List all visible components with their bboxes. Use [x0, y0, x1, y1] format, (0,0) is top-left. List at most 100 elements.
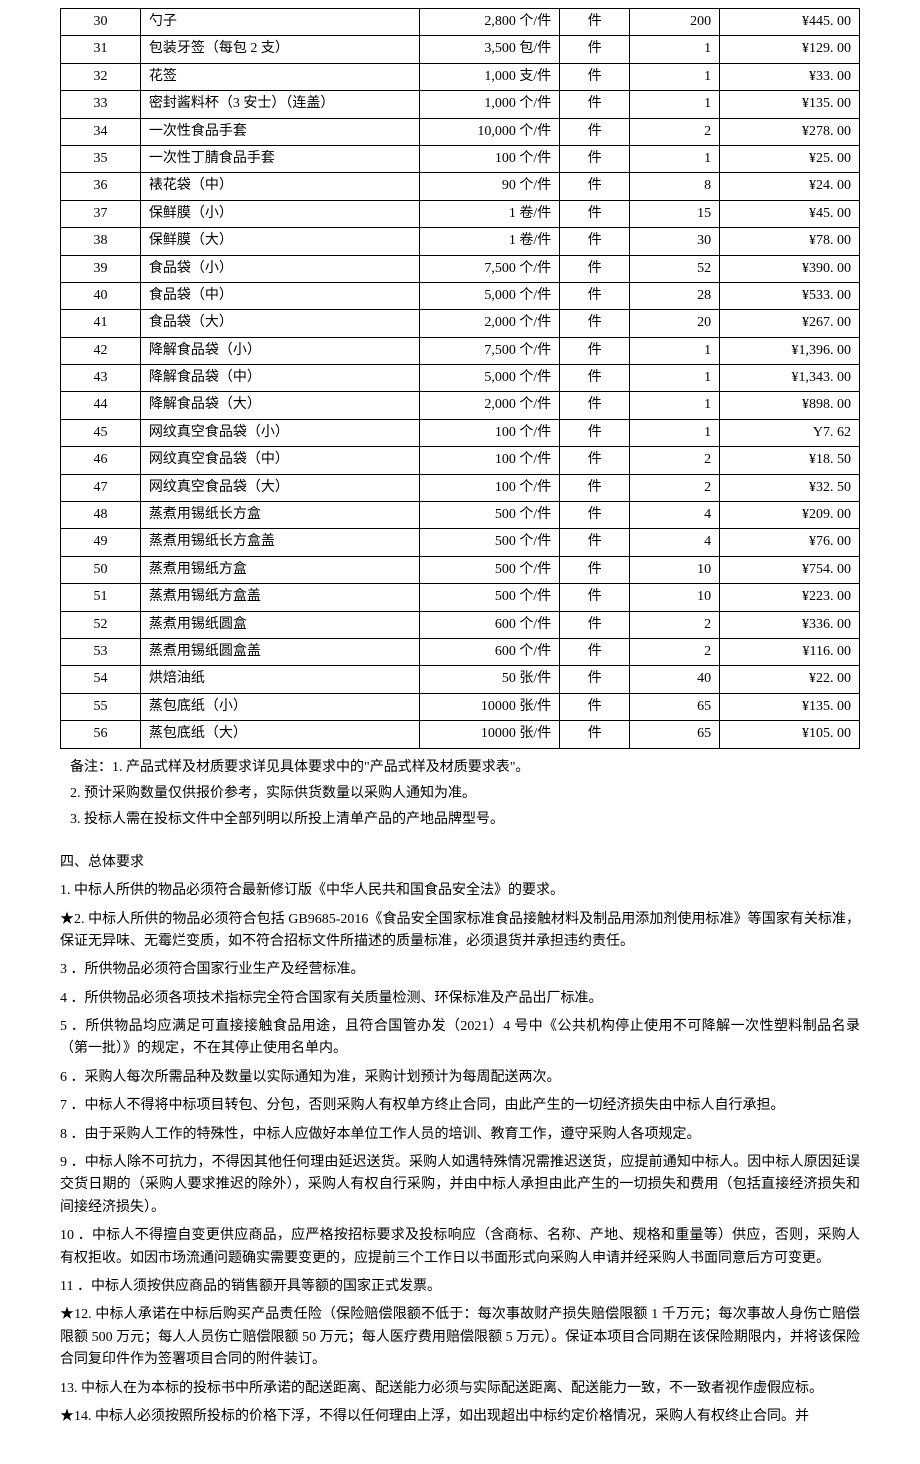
product-spec: 500 个/件	[420, 584, 560, 611]
product-price: ¥1,396. 00	[720, 337, 860, 364]
product-unit: 件	[560, 9, 630, 36]
product-qty: 4	[630, 529, 720, 556]
req-7: 7 ．中标人不得将中标项目转包、分包，否则采购人有权单方终止合同，由此产生的一切…	[60, 1095, 860, 1117]
product-qty: 15	[630, 200, 720, 227]
product-price: ¥18. 50	[720, 447, 860, 474]
product-unit: 件	[560, 118, 630, 145]
table-row: 30勺子2,800 个/件件200¥445. 00	[61, 9, 860, 36]
product-spec: 90 个/件	[420, 173, 560, 200]
product-table: 30勺子2,800 个/件件200¥445. 0031包装牙签（每包 2 支）3…	[60, 8, 860, 749]
product-unit: 件	[560, 611, 630, 638]
product-price: ¥445. 00	[720, 9, 860, 36]
table-row: 36裱花袋（中）90 个/件件8¥24. 00	[61, 173, 860, 200]
product-qty: 200	[630, 9, 720, 36]
product-qty: 1	[630, 91, 720, 118]
product-qty: 52	[630, 255, 720, 282]
req-9: 9 ．中标人除不可抗力，不得因其他任何理由延迟送货。采购人如遇特殊情况需推迟送货…	[60, 1152, 860, 1219]
product-qty: 8	[630, 173, 720, 200]
product-price: ¥22. 00	[720, 666, 860, 693]
product-spec: 7,500 个/件	[420, 255, 560, 282]
table-row: 34一次性食品手套10,000 个/件件2¥278. 00	[61, 118, 860, 145]
row-number: 37	[61, 200, 141, 227]
table-row: 43降解食品袋（中）5,000 个/件件1¥1,343. 00	[61, 365, 860, 392]
table-row: 38保鲜膜（大）1 卷/件件30¥78. 00	[61, 228, 860, 255]
product-name: 蒸包底纸（大）	[140, 721, 420, 748]
product-name: 保鲜膜（大）	[140, 228, 420, 255]
row-number: 35	[61, 145, 141, 172]
product-unit: 件	[560, 666, 630, 693]
req-14: ★14. 中标人必须按照所投标的价格下浮，不得以任何理由上浮，如出现超出中标约定…	[60, 1406, 860, 1428]
product-name: 食品袋（小）	[140, 255, 420, 282]
product-price: ¥33. 00	[720, 63, 860, 90]
table-row: 42降解食品袋（小）7,500 个/件件1¥1,396. 00	[61, 337, 860, 364]
table-row: 33密封酱料杯（3 安士）（连盖）1,000 个/件件1¥135. 00	[61, 91, 860, 118]
row-number: 53	[61, 638, 141, 665]
product-price: ¥533. 00	[720, 282, 860, 309]
req-8: 8 ．由于采购人工作的特殊性，中标人应做好本单位工作人员的培训、教育工作，遵守采…	[60, 1124, 860, 1146]
product-spec: 10000 张/件	[420, 693, 560, 720]
product-price: ¥209. 00	[720, 502, 860, 529]
product-qty: 1	[630, 419, 720, 446]
product-qty: 1	[630, 365, 720, 392]
product-name: 一次性丁腈食品手套	[140, 145, 420, 172]
row-number: 56	[61, 721, 141, 748]
row-number: 40	[61, 282, 141, 309]
product-unit: 件	[560, 63, 630, 90]
product-qty: 1	[630, 36, 720, 63]
row-number: 46	[61, 447, 141, 474]
row-number: 38	[61, 228, 141, 255]
product-spec: 600 个/件	[420, 638, 560, 665]
note-2: 2. 预计采购数量仅供报价参考，实际供货数量以采购人通知为准。	[70, 783, 860, 805]
product-name: 包装牙签（每包 2 支）	[140, 36, 420, 63]
table-row: 52蒸煮用锡纸圆盒600 个/件件2¥336. 00	[61, 611, 860, 638]
table-row: 35一次性丁腈食品手套100 个/件件1¥25. 00	[61, 145, 860, 172]
table-row: 47网纹真空食品袋（大）100 个/件件2¥32. 50	[61, 474, 860, 501]
product-price: ¥105. 00	[720, 721, 860, 748]
product-spec: 500 个/件	[420, 502, 560, 529]
product-unit: 件	[560, 200, 630, 227]
product-name: 蒸煮用锡纸圆盒	[140, 611, 420, 638]
row-number: 49	[61, 529, 141, 556]
product-qty: 2	[630, 474, 720, 501]
product-qty: 4	[630, 502, 720, 529]
row-number: 54	[61, 666, 141, 693]
product-unit: 件	[560, 91, 630, 118]
product-name: 网纹真空食品袋（中）	[140, 447, 420, 474]
product-spec: 10000 张/件	[420, 721, 560, 748]
table-row: 51蒸煮用锡纸方盒盖500 个/件件10¥223. 00	[61, 584, 860, 611]
product-price: Y7. 62	[720, 419, 860, 446]
product-qty: 65	[630, 693, 720, 720]
product-unit: 件	[560, 638, 630, 665]
note-1: 备注：1. 产品式样及材质要求详见具体要求中的"产品式样及材质要求表"。	[70, 757, 860, 779]
product-spec: 2,800 个/件	[420, 9, 560, 36]
product-name: 蒸包底纸（小）	[140, 693, 420, 720]
row-number: 51	[61, 584, 141, 611]
table-row: 53蒸煮用锡纸圆盒盖600 个/件件2¥116. 00	[61, 638, 860, 665]
product-price: ¥135. 00	[720, 693, 860, 720]
product-spec: 100 个/件	[420, 145, 560, 172]
product-price: ¥78. 00	[720, 228, 860, 255]
product-price: ¥45. 00	[720, 200, 860, 227]
req-12: ★12. 中标人承诺在中标后购买产品责任险（保险赔偿限额不低于：每次事故财产损失…	[60, 1304, 860, 1371]
product-unit: 件	[560, 693, 630, 720]
product-name: 保鲜膜（小）	[140, 200, 420, 227]
product-spec: 1,000 个/件	[420, 91, 560, 118]
row-number: 36	[61, 173, 141, 200]
table-row: 31包装牙签（每包 2 支）3,500 包/件件1¥129. 00	[61, 36, 860, 63]
table-row: 48蒸煮用锡纸长方盒500 个/件件4¥209. 00	[61, 502, 860, 529]
product-name: 花签	[140, 63, 420, 90]
product-unit: 件	[560, 282, 630, 309]
product-spec: 100 个/件	[420, 419, 560, 446]
row-number: 44	[61, 392, 141, 419]
product-price: ¥129. 00	[720, 36, 860, 63]
row-number: 33	[61, 91, 141, 118]
req-6: 6 ．采购人每次所需品种及数量以实际通知为准，采购计划预计为每周配送两次。	[60, 1067, 860, 1089]
product-price: ¥1,343. 00	[720, 365, 860, 392]
table-row: 45网纹真空食品袋（小）100 个/件件1Y7. 62	[61, 419, 860, 446]
req-3: 3 ．所供物品必须符合国家行业生产及经营标准。	[60, 959, 860, 981]
req-1: 1. 中标人所供的物品必须符合最新修订版《中华人民共和国食品安全法》的要求。	[60, 880, 860, 902]
row-number: 34	[61, 118, 141, 145]
product-spec: 2,000 个/件	[420, 392, 560, 419]
row-number: 45	[61, 419, 141, 446]
product-qty: 10	[630, 584, 720, 611]
